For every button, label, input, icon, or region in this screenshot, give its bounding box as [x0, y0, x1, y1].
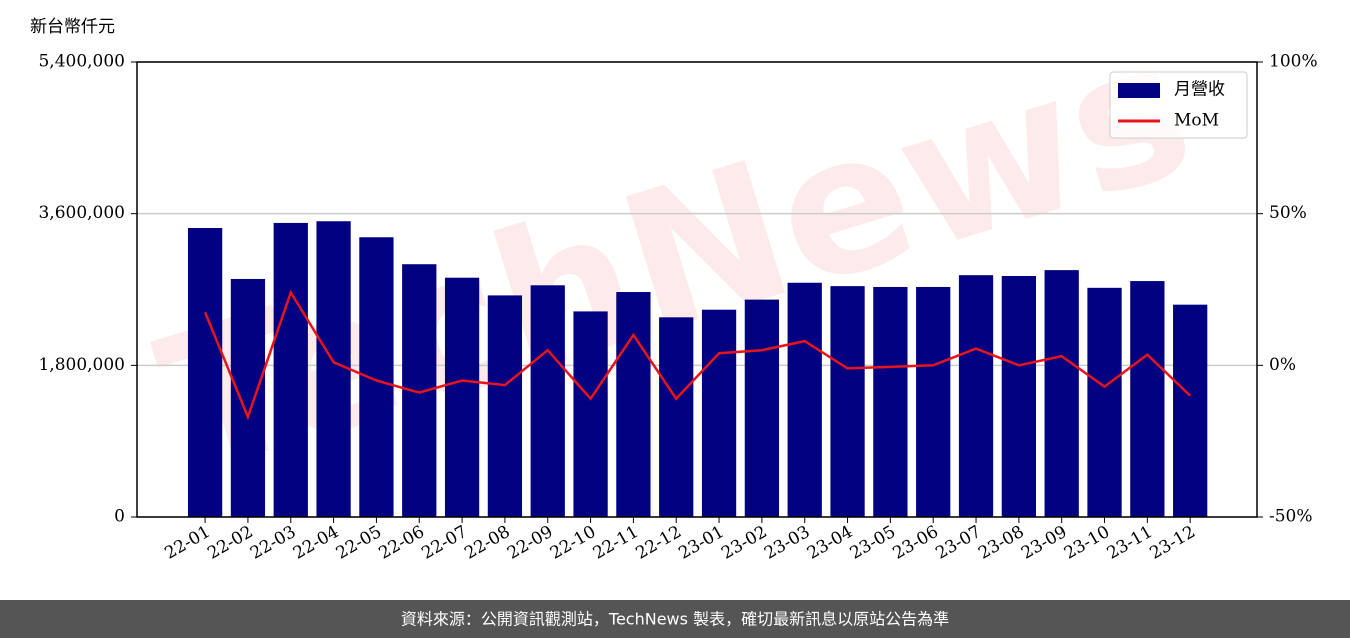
bar — [1087, 287, 1122, 517]
y2-tick-label: 100% — [1269, 52, 1318, 72]
x-tick-label: 23-07 — [932, 522, 984, 564]
y2-tick-label: -50% — [1269, 507, 1313, 527]
bar — [402, 264, 437, 517]
x-tick-label: 23-01 — [675, 522, 727, 564]
x-tick-label: 23-03 — [761, 522, 813, 564]
bar — [187, 227, 223, 518]
bar — [1130, 281, 1165, 517]
footer: 資料來源：公開資訊觀測站，TechNews 製表，確切最新訊息以原站公告為準 — [401, 610, 949, 629]
bar — [873, 286, 908, 517]
x-tick-label: 23-02 — [718, 522, 770, 564]
bar — [701, 309, 737, 517]
y2-tick-label: 0% — [1269, 355, 1296, 375]
y-tick-label: 0 — [114, 507, 125, 527]
bar — [916, 286, 951, 517]
x-tick-label: 22-05 — [333, 522, 385, 564]
bar — [744, 299, 780, 517]
x-tick-label: 23-08 — [975, 522, 1027, 564]
bar — [958, 275, 994, 517]
bar — [530, 285, 565, 517]
y-tick-label: 1,800,000 — [38, 355, 125, 375]
x-tick-label: 23-04 — [804, 522, 856, 564]
legend-swatch — [1118, 83, 1160, 98]
x-tick-label: 22-09 — [504, 522, 556, 564]
x-tick-label: 22-04 — [290, 522, 342, 564]
bar — [230, 278, 266, 517]
bar — [1001, 276, 1036, 517]
x-tick-label: 23-10 — [1061, 522, 1113, 564]
x-tick-label: 23-11 — [1104, 522, 1156, 564]
bar — [487, 295, 523, 517]
x-tick-label: 22-08 — [461, 522, 513, 564]
footer-bar — [0, 600, 1350, 638]
x-tick-label: 23-09 — [1018, 522, 1070, 564]
x-tick-label: 22-10 — [547, 522, 599, 564]
y-tick-label: 3,600,000 — [38, 203, 125, 223]
x-tick-label: 22-12 — [633, 522, 685, 564]
bar — [787, 282, 822, 517]
bar — [359, 237, 394, 517]
bar — [273, 222, 308, 517]
x-tick-label: 22-06 — [376, 522, 428, 564]
legend-label: 月營收 — [1174, 80, 1225, 100]
x-tick-label: 23-06 — [890, 522, 942, 564]
bar — [1173, 304, 1208, 517]
line — [203, 289, 1192, 421]
y-axis-label: 新台幣仟元 — [30, 17, 115, 37]
bar — [830, 286, 865, 517]
bar — [659, 317, 694, 517]
x-tick-label: 22-07 — [418, 522, 470, 564]
x-tick-label: 22-03 — [247, 522, 299, 564]
bar — [1044, 270, 1079, 517]
x-tick-label: 22-11 — [590, 522, 642, 564]
bar — [444, 277, 480, 517]
x-tick-label: 22-01 — [161, 522, 213, 564]
bar — [616, 292, 651, 517]
x-tick-label: 23-12 — [1146, 522, 1198, 564]
bar — [573, 311, 608, 517]
bar — [316, 221, 351, 517]
y2-tick-label: 50% — [1269, 203, 1307, 223]
legend-label: MoM — [1174, 111, 1219, 131]
x-tick-label: 23-05 — [847, 522, 899, 564]
y-tick-label: 5,400,000 — [38, 52, 125, 72]
x-tick-label: 22-02 — [204, 522, 256, 564]
plot-frame — [136, 61, 1258, 518]
